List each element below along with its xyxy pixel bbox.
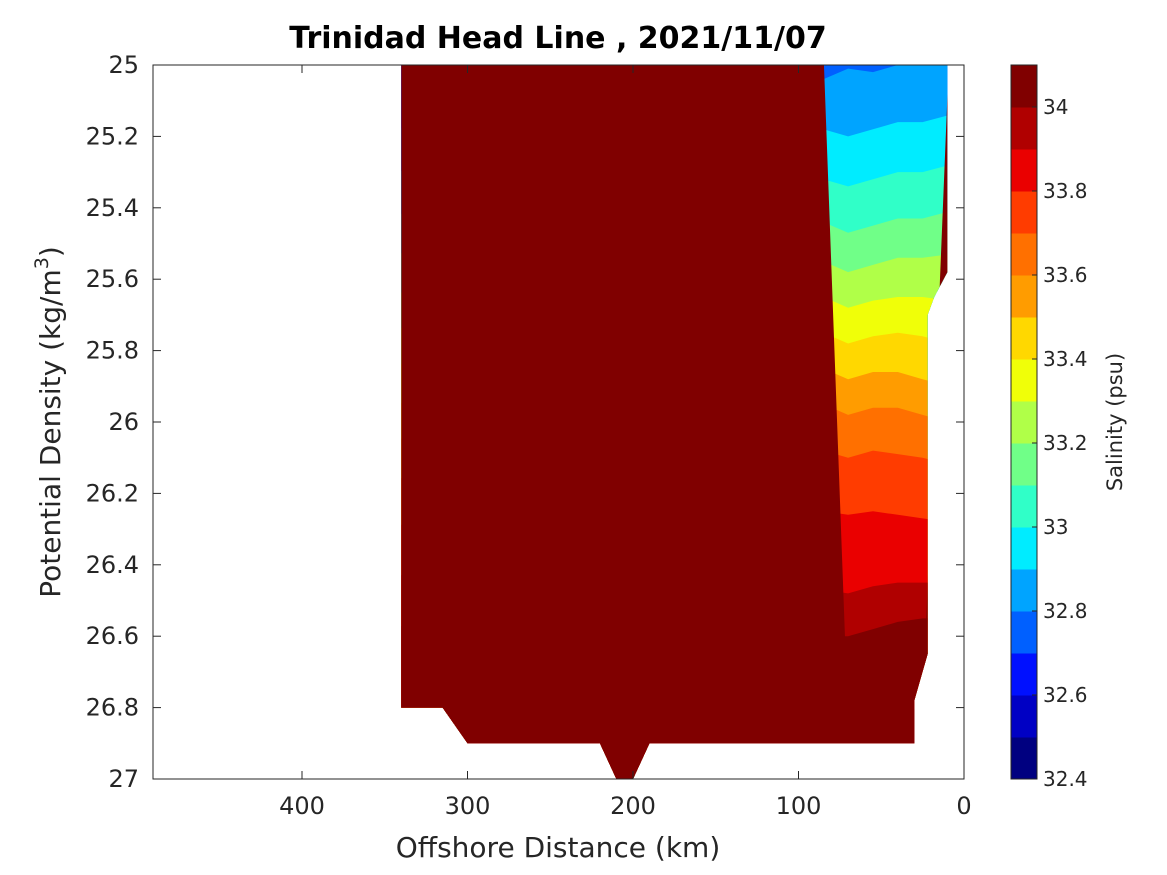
colorbar-segment: [1011, 401, 1037, 444]
y-tick-25.8: 25.8: [86, 337, 139, 365]
contour-fill-layer: [401, 65, 948, 779]
y-tick-27: 27: [108, 765, 139, 793]
colorbar-tick-32.6: 32.6: [1043, 683, 1088, 707]
y-tick-25.6: 25.6: [86, 265, 139, 293]
colorbar-tick-labels: 32.4 32.6 32.8 33 33.2 33.4 33.6 33.8 34: [1032, 95, 1088, 791]
x-tick-400: 400: [279, 792, 325, 820]
colorbar-tick-33.4: 33.4: [1043, 347, 1088, 371]
y-tick-26.2: 26.2: [86, 479, 139, 507]
y-axis-label-main: Potential Density (kg/m: [34, 269, 67, 598]
y-axis-label-close: ): [34, 246, 67, 257]
colorbar-label: Salinity (psu): [1103, 353, 1127, 491]
colorbar-tick-32.4: 32.4: [1043, 767, 1088, 791]
colorbar-segment: [1011, 527, 1037, 570]
x-tick-labels: 400 300 200 100 0: [279, 792, 972, 820]
colorbar-frame: [1010, 64, 1038, 780]
colorbar-segment: [1011, 107, 1037, 150]
colorbar-segment: [1011, 359, 1037, 402]
colorbar-segment: [1011, 569, 1037, 612]
colorbar-segment: [1011, 653, 1037, 696]
y-axis-label: Potential Density (kg/m3): [31, 246, 67, 598]
x-tick-100: 100: [776, 792, 822, 820]
chart-title: Trinidad Head Line , 2021/11/07: [289, 21, 826, 56]
y-tick-26.6: 26.6: [86, 622, 139, 650]
colorbar-segment: [1011, 65, 1037, 108]
colorbar-tick-33: 33: [1043, 515, 1068, 539]
colorbar-segment: [1011, 191, 1037, 234]
colorbar: [1011, 65, 1037, 780]
colorbar-segment: [1011, 233, 1037, 276]
y-tick-26.4: 26.4: [86, 551, 139, 579]
y-tick-25.2: 25.2: [86, 122, 139, 150]
x-axis-label: Offshore Distance (km): [396, 831, 721, 864]
colorbar-segment: [1011, 737, 1037, 780]
x-tick-300: 300: [445, 792, 491, 820]
colorbar-tick-33.8: 33.8: [1043, 179, 1088, 203]
colorbar-tick-33.6: 33.6: [1043, 263, 1088, 287]
colorbar-segment: [1011, 611, 1037, 654]
y-tick-25.4: 25.4: [86, 194, 139, 222]
colorbar-segment: [1011, 485, 1037, 528]
plot-frame: [152, 64, 965, 780]
colorbar-segment: [1011, 317, 1037, 360]
colorbar-segment: [1011, 275, 1037, 318]
x-tick-200: 200: [610, 792, 656, 820]
colorbar-segment: [1011, 443, 1037, 486]
colorbar-tick-32.8: 32.8: [1043, 599, 1088, 623]
contour-band-34.2: [401, 65, 948, 779]
colorbar-tick-33.2: 33.2: [1043, 431, 1088, 455]
y-axis-label-superscript: 3: [31, 257, 53, 269]
colorbar-tick-34: 34: [1043, 95, 1068, 119]
y-tick-labels: 25 25.2 25.4 25.6 25.8 26 26.2 26.4 26.6 26.8 27: [86, 51, 139, 793]
colorbar-segment: [1011, 149, 1037, 192]
y-tick-26.8: 26.8: [86, 694, 139, 722]
y-tick-26: 26: [108, 408, 139, 436]
x-tick-0: 0: [956, 792, 971, 820]
colorbar-segment: [1011, 695, 1037, 738]
y-tick-25: 25: [108, 51, 139, 79]
